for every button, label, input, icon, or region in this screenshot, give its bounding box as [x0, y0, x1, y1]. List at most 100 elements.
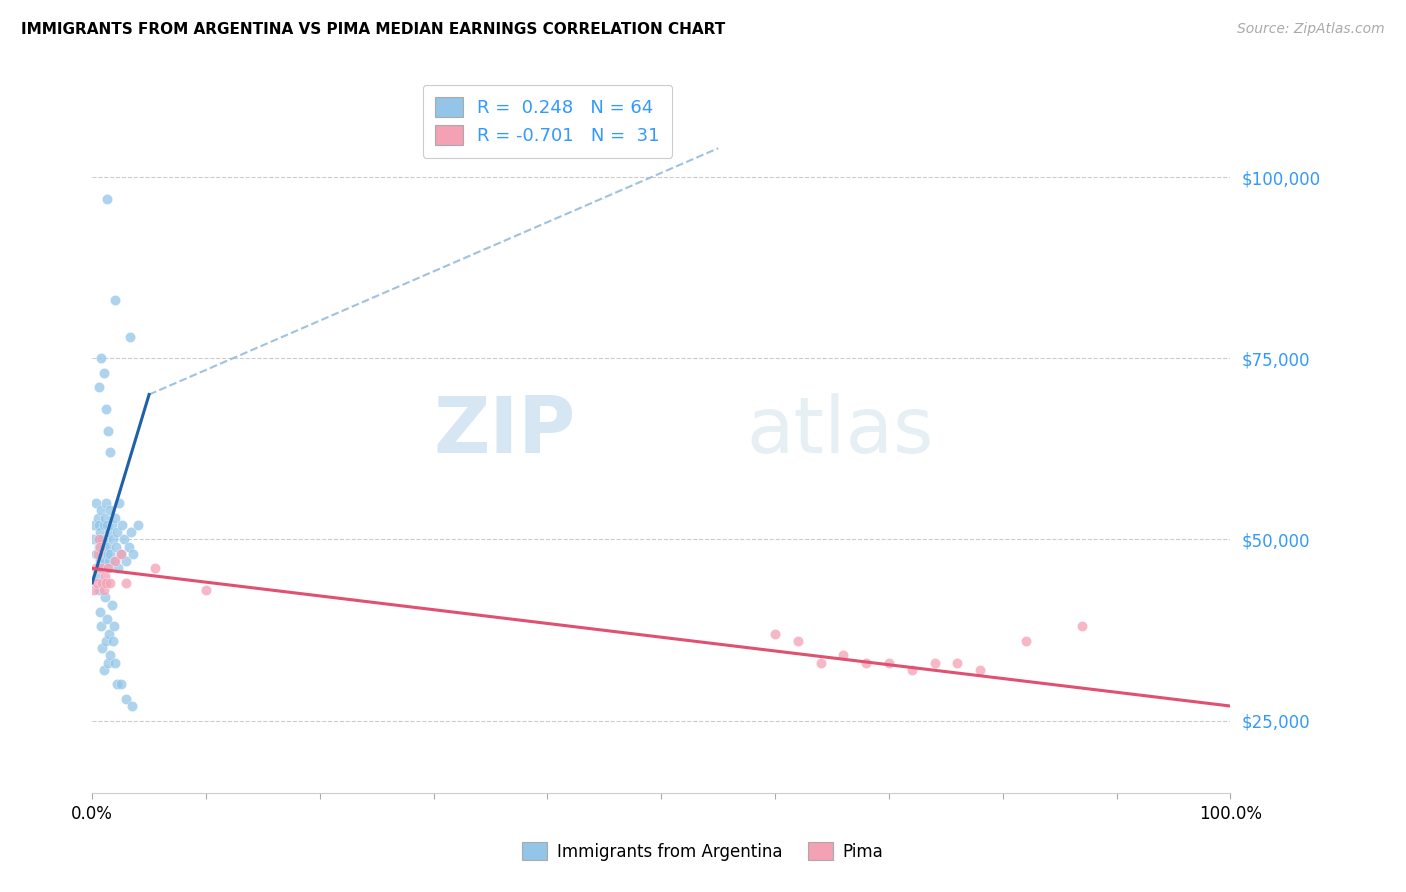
Point — [100, 575, 122, 590]
Point — [122, 547, 145, 561]
Point — [94, 633, 117, 648]
Point — [87, 583, 110, 598]
Point — [86, 575, 108, 590]
Point — [97, 540, 120, 554]
Point — [115, 554, 138, 568]
Point — [101, 533, 124, 547]
Point — [96, 547, 118, 561]
Point — [93, 510, 115, 524]
Point — [877, 656, 900, 670]
Point — [93, 540, 115, 554]
Point — [121, 699, 143, 714]
Point — [110, 547, 132, 561]
Point — [87, 380, 110, 394]
Point — [94, 533, 117, 547]
Point — [98, 525, 121, 540]
Point — [1071, 619, 1094, 633]
Point — [787, 633, 810, 648]
Point — [94, 496, 117, 510]
Point — [104, 554, 127, 568]
Point — [195, 583, 218, 598]
Point — [115, 691, 138, 706]
Point — [83, 517, 105, 532]
Point — [90, 503, 112, 517]
Point — [83, 583, 105, 598]
Point — [1014, 633, 1036, 648]
Point — [94, 402, 117, 417]
Point — [105, 525, 128, 540]
Point — [855, 656, 877, 670]
Point — [93, 583, 115, 598]
Point — [89, 540, 111, 554]
Point — [91, 561, 114, 575]
Point — [91, 533, 114, 547]
Point — [104, 293, 127, 308]
Point — [87, 547, 110, 561]
Point — [96, 192, 118, 206]
Point — [97, 424, 120, 438]
Point — [97, 656, 120, 670]
Point — [90, 547, 112, 561]
Point — [91, 575, 114, 590]
Point — [763, 626, 786, 640]
Point — [98, 554, 121, 568]
Point — [90, 619, 112, 633]
Text: ZIP: ZIP — [433, 392, 576, 469]
Point — [100, 547, 122, 561]
Text: IMMIGRANTS FROM ARGENTINA VS PIMA MEDIAN EARNINGS CORRELATION CHART: IMMIGRANTS FROM ARGENTINA VS PIMA MEDIAN… — [21, 22, 725, 37]
Point — [93, 366, 115, 380]
Point — [924, 656, 946, 670]
Point — [93, 554, 115, 568]
Point — [93, 591, 115, 605]
Point — [98, 626, 121, 640]
Point — [810, 656, 832, 670]
Point — [1197, 822, 1219, 837]
Point — [118, 329, 141, 343]
Point — [103, 554, 125, 568]
Point — [832, 648, 855, 663]
Point — [115, 575, 138, 590]
Point — [87, 510, 110, 524]
Point — [100, 598, 122, 612]
Point — [108, 496, 131, 510]
Point — [105, 677, 128, 691]
Point — [96, 517, 118, 532]
Legend: R =  0.248   N = 64, R = -0.701   N =  31: R = 0.248 N = 64, R = -0.701 N = 31 — [423, 85, 672, 158]
Point — [93, 568, 115, 582]
Point — [969, 663, 991, 677]
Text: atlas: atlas — [747, 392, 934, 469]
Point — [93, 663, 115, 677]
Point — [84, 561, 107, 575]
Point — [91, 641, 114, 656]
Point — [946, 656, 969, 670]
Point — [107, 561, 129, 575]
Point — [100, 648, 122, 663]
Point — [84, 547, 107, 561]
Point — [112, 533, 135, 547]
Point — [90, 561, 112, 575]
Point — [87, 533, 110, 547]
Point — [87, 533, 110, 547]
Point — [104, 656, 127, 670]
Point — [97, 561, 120, 575]
Point — [110, 677, 132, 691]
Point — [89, 525, 111, 540]
Point — [87, 540, 110, 554]
Point — [103, 619, 125, 633]
Point — [104, 510, 127, 524]
Point — [94, 575, 117, 590]
Point — [101, 633, 124, 648]
Legend: Immigrants from Argentina, Pima: Immigrants from Argentina, Pima — [516, 836, 890, 868]
Point — [89, 605, 111, 619]
Point — [93, 517, 115, 532]
Point — [127, 517, 149, 532]
Point — [87, 517, 110, 532]
Point — [143, 561, 166, 575]
Point — [100, 445, 122, 459]
Point — [84, 496, 107, 510]
Text: Source: ZipAtlas.com: Source: ZipAtlas.com — [1237, 22, 1385, 37]
Point — [117, 540, 139, 554]
Point — [100, 503, 122, 517]
Point — [90, 351, 112, 366]
Point — [82, 533, 104, 547]
